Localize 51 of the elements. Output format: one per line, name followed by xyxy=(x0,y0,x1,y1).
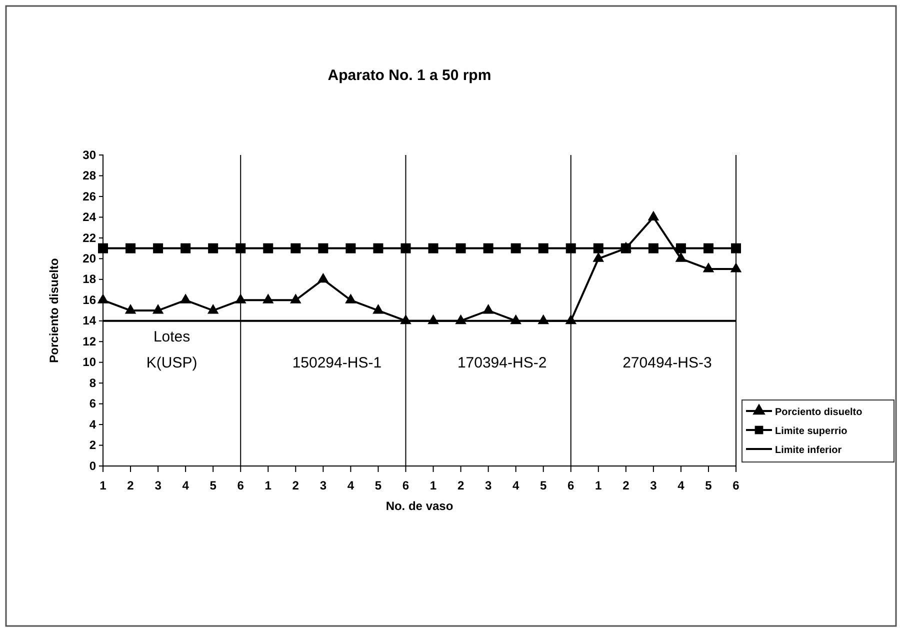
x-tick-label: 5 xyxy=(705,478,712,492)
y-tick-label: 22 xyxy=(82,230,96,245)
x-tick-label: 3 xyxy=(154,478,162,492)
y-tick-label: 26 xyxy=(82,189,96,204)
x-tick-label: 2 xyxy=(292,478,300,492)
x-tick-label: 5 xyxy=(540,478,548,492)
y-tick-label: 14 xyxy=(82,314,96,328)
x-tick-label: 4 xyxy=(182,478,190,492)
y-tick-label: 18 xyxy=(82,272,96,286)
x-tick-label: 2 xyxy=(127,478,134,492)
x-tick-label: 3 xyxy=(650,478,658,492)
annotation: 270494-HS-3 xyxy=(622,354,712,372)
x-tick-label: 3 xyxy=(320,478,327,492)
x-tick-label: 2 xyxy=(457,478,464,492)
annotation: Lotes xyxy=(153,328,190,346)
x-tick-label: 2 xyxy=(622,478,630,492)
x-tick-label: 6 xyxy=(402,478,410,492)
x-tick-label: 5 xyxy=(374,478,382,492)
x-tick-label: 4 xyxy=(678,478,685,492)
legend-label: Limite inferior xyxy=(775,445,842,456)
x-tick-label: 5 xyxy=(210,478,217,492)
x-axis-title: No. de vaso xyxy=(386,499,454,513)
y-tick-label: 0 xyxy=(89,458,96,473)
x-tick-label: 3 xyxy=(484,478,492,492)
y-tick-label: 6 xyxy=(89,396,96,411)
y-tick-label: 12 xyxy=(82,334,96,348)
x-tick-label: 6 xyxy=(237,478,244,492)
y-tick-label: 4 xyxy=(89,417,96,432)
y-tick-label: 30 xyxy=(82,148,96,162)
y-tick-label: 28 xyxy=(82,168,96,183)
y-tick-label: 2 xyxy=(89,438,96,452)
x-tick-label: 6 xyxy=(732,478,740,492)
legend-label: Limite superrio xyxy=(775,426,848,437)
x-tick-label: 1 xyxy=(595,478,602,492)
y-tick-label: 16 xyxy=(82,292,96,307)
y-tick-label: 10 xyxy=(82,355,96,370)
x-tick-label: 1 xyxy=(264,478,272,492)
y-axis-title: Porciento disuelto xyxy=(47,258,61,363)
x-tick-label: 4 xyxy=(347,478,354,492)
annotation: 170394-HS-2 xyxy=(457,354,547,372)
x-tick-label: 6 xyxy=(568,478,575,492)
chart-title: Aparato No. 1 a 50 rpm xyxy=(328,67,492,84)
annotation: K(USP) xyxy=(146,354,198,372)
y-tick-label: 8 xyxy=(89,376,96,390)
annotation: 150294-HS-1 xyxy=(292,354,382,372)
x-tick-label: 1 xyxy=(430,478,437,492)
x-tick-label: 1 xyxy=(100,478,107,492)
y-tick-label: 24 xyxy=(82,210,96,224)
y-tick-label: 20 xyxy=(82,252,96,266)
x-tick-label: 4 xyxy=(512,478,520,492)
legend-label: Porciento disuelto xyxy=(775,407,862,418)
